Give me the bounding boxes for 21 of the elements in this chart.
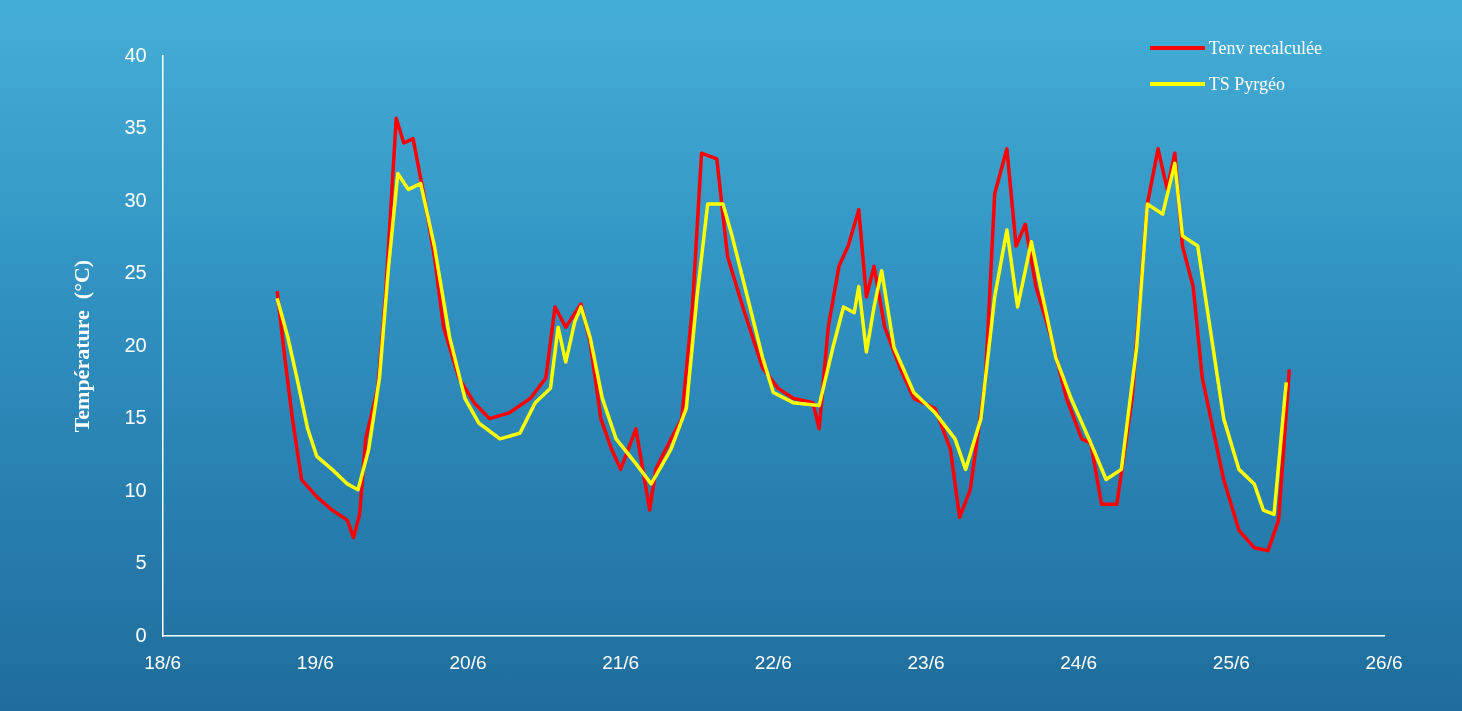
x-tick-label: 18/6: [144, 651, 182, 673]
x-tick-label: 22/6: [754, 651, 792, 673]
y-tick-label: 0: [135, 623, 147, 646]
y-tick-label: 35: [124, 116, 147, 139]
y-axis-title: Température (°C): [68, 259, 94, 433]
x-tick-label: 24/6: [1060, 651, 1098, 673]
y-tick-label: 20: [124, 333, 147, 356]
x-tick-label: 20/6: [449, 651, 487, 673]
x-tick-label: 26/6: [1365, 651, 1403, 673]
y-tick-label: 15: [124, 406, 147, 429]
y-tick-label: 25: [124, 261, 147, 284]
x-tick-label: 21/6: [602, 651, 640, 673]
x-tick-label: 25/6: [1212, 651, 1250, 673]
legend-label: Tenv recalculée: [1208, 37, 1322, 59]
y-tick-label: 5: [135, 551, 147, 574]
y-tick-label: 10: [124, 478, 147, 501]
y-tick-label: 30: [124, 188, 147, 211]
y-tick-label: 40: [124, 43, 147, 66]
x-tick-label: 23/6: [907, 651, 945, 673]
x-tick-label: 19/6: [296, 651, 334, 673]
legend-label: TS Pyrgéo: [1208, 73, 1286, 95]
